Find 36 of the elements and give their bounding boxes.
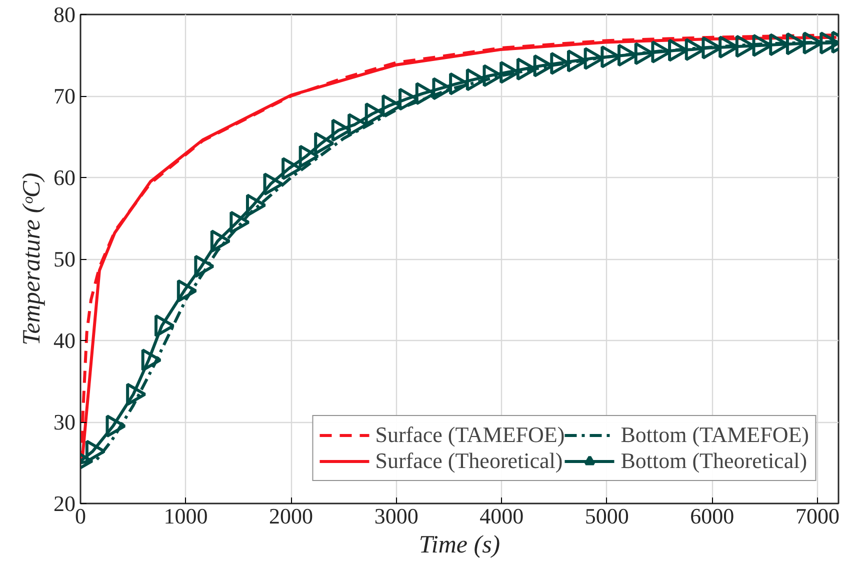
point: [126, 382, 146, 406]
point: [194, 254, 215, 278]
point: [154, 314, 175, 338]
legend-label: Surface (Theoretical): [375, 448, 563, 474]
legend-label: Bottom (Theoretical): [620, 448, 808, 474]
y-tick-label: 80: [54, 2, 76, 27]
point: [210, 230, 231, 253]
y-tick-label: 40: [54, 328, 76, 353]
point: [298, 144, 320, 168]
x-tick-label: 3000: [374, 504, 418, 528]
x-tick-label: 7000: [795, 504, 840, 528]
y-tick-label: 70: [54, 84, 76, 108]
x-tick-label: 2000: [269, 504, 314, 528]
y-tick-label: 30: [54, 410, 76, 434]
y-axis-title: Temperature (ᵒC): [18, 172, 46, 346]
y-tick-label: 20: [54, 491, 76, 516]
point: [331, 118, 352, 142]
y-tick-label: 60: [54, 165, 76, 190]
point: [314, 132, 334, 155]
x-tick-label: 5000: [584, 504, 629, 528]
point: [348, 113, 368, 136]
y-tick-label: 50: [54, 246, 76, 272]
x-tick-label: 4000: [480, 504, 524, 528]
x-tick-label: 6000: [690, 504, 734, 528]
x-tick-label: 1000: [164, 504, 208, 528]
x-axis-title: Time (s): [418, 532, 500, 558]
point: [246, 194, 266, 217]
point: [263, 172, 284, 196]
point: [282, 157, 302, 180]
x-tick-label: 0: [75, 504, 86, 528]
point: [176, 279, 198, 302]
point: [141, 348, 162, 372]
point: [230, 210, 250, 234]
legend-label: Surface (TAMEFOE): [375, 422, 565, 448]
point: [106, 414, 126, 438]
legend-label: Bottom (TAMEFOE): [620, 422, 809, 448]
